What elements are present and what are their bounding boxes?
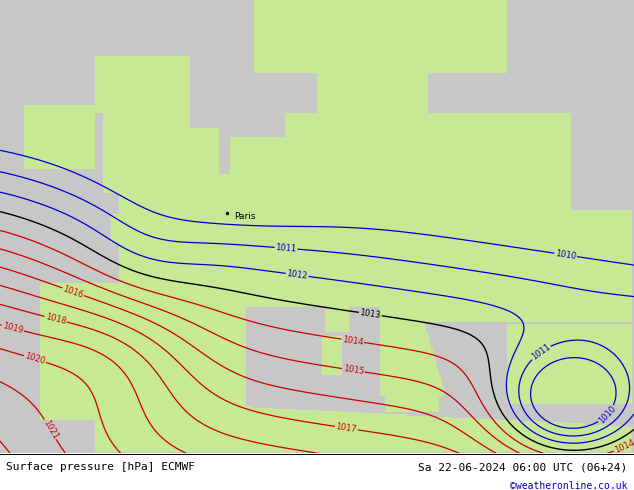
Text: 1015: 1015: [342, 364, 365, 376]
Text: 1014: 1014: [613, 439, 634, 455]
Text: 1010: 1010: [555, 249, 577, 261]
Text: 1013: 1013: [359, 308, 381, 320]
Text: 1018: 1018: [44, 312, 67, 326]
Text: Paris: Paris: [234, 212, 256, 221]
Text: 1020: 1020: [23, 352, 46, 367]
Text: 1014: 1014: [342, 335, 364, 347]
Text: 1011: 1011: [529, 343, 552, 362]
Text: 1017: 1017: [335, 422, 358, 434]
Text: 1011: 1011: [275, 243, 297, 253]
Text: Sa 22-06-2024 06:00 UTC (06+24): Sa 22-06-2024 06:00 UTC (06+24): [418, 462, 628, 472]
Text: Surface pressure [hPa] ECMWF: Surface pressure [hPa] ECMWF: [6, 462, 195, 472]
Text: 1016: 1016: [61, 284, 84, 299]
Text: 1012: 1012: [286, 269, 308, 281]
Text: 1021: 1021: [41, 418, 60, 441]
Text: 1019: 1019: [1, 321, 24, 335]
Text: 1010: 1010: [597, 404, 618, 425]
Text: ©weatheronline.co.uk: ©weatheronline.co.uk: [510, 481, 628, 490]
